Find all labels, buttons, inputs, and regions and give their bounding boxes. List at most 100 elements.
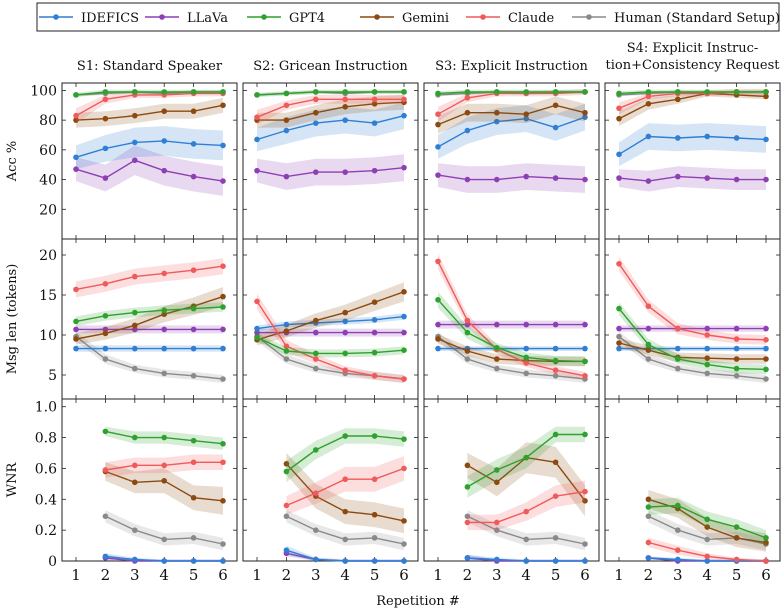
- x-tick-label: 3: [492, 566, 502, 584]
- series-line-gemini: [75, 295, 224, 340]
- column-title-2-line-1: S2: Gricean Instruction: [253, 59, 408, 74]
- point-llava-3: [313, 169, 319, 175]
- point-gemini-2: [283, 117, 290, 123]
- point-gpt4-4: [161, 307, 167, 314]
- point-gpt4-6: [220, 440, 226, 447]
- point-idefics-3: [313, 120, 319, 126]
- point-idefics-1: [435, 144, 441, 150]
- x-tick-label: 4: [340, 566, 350, 584]
- point-claude-3: [675, 325, 681, 332]
- series-line-gpt4: [618, 91, 766, 95]
- point-claude-1: [616, 261, 622, 267]
- point-gpt4-6: [401, 436, 407, 442]
- point-gemini-5: [552, 102, 559, 109]
- point-gemini-5: [190, 494, 197, 501]
- point-llava-2: [645, 325, 652, 332]
- band-gpt4: [619, 302, 766, 375]
- point-gpt4-5: [733, 89, 740, 95]
- y-tick-label: 0.4: [35, 492, 57, 508]
- point-gpt4-5: [371, 433, 378, 439]
- point-gpt4-5: [371, 89, 378, 95]
- point-claude-3: [132, 462, 138, 469]
- point-llava-4: [342, 169, 349, 175]
- band-llava: [619, 166, 766, 192]
- point-human-standard-setup-6: [220, 376, 226, 382]
- point-human-standard-setup-1: [616, 333, 622, 340]
- point-llava-1: [73, 166, 79, 172]
- point-idefics-6: [582, 558, 588, 564]
- point-idefics-3: [132, 345, 138, 352]
- point-gemini-4: [523, 111, 529, 117]
- series-line-gpt4: [437, 299, 586, 363]
- band-gpt4: [619, 89, 766, 96]
- point-claude-4: [342, 96, 349, 103]
- point-gemini-3: [313, 109, 319, 116]
- band-gpt4: [467, 426, 585, 498]
- point-human-standard-setup-5: [190, 535, 197, 541]
- point-gemini-6: [220, 498, 226, 504]
- point-idefics-6: [401, 313, 407, 320]
- point-gemini-4: [161, 311, 167, 318]
- x-tick-label: 3: [130, 566, 140, 584]
- point-idefics-6: [401, 558, 407, 564]
- point-claude-2: [464, 317, 471, 324]
- band-gemini: [76, 287, 223, 345]
- point-gemini-2: [464, 348, 471, 354]
- point-gemini-5: [190, 108, 197, 115]
- point-idefics-5: [371, 120, 378, 126]
- point-claude-2: [102, 281, 109, 287]
- y-tick-label: 60: [39, 143, 57, 159]
- x-tick-label: 2: [282, 566, 292, 584]
- point-gpt4-1: [435, 297, 441, 303]
- point-idefics-4: [161, 138, 167, 144]
- point-human-standard-setup-5: [552, 373, 559, 379]
- point-gemini-3: [675, 96, 681, 103]
- point-gemini-6: [763, 356, 769, 362]
- point-claude-5: [371, 96, 378, 103]
- band-claude: [257, 94, 404, 125]
- point-gemini-6: [220, 102, 226, 109]
- point-idefics-2: [283, 127, 290, 134]
- x-tick-label: 5: [189, 566, 199, 584]
- point-gemini-2: [645, 496, 652, 503]
- band-gemini: [619, 338, 766, 364]
- point-claude-5: [190, 267, 197, 274]
- point-llava-6: [582, 176, 588, 183]
- point-gemini-2: [283, 461, 290, 467]
- panel-r3-c4: 1 2 3 4 5 6: [604, 398, 781, 584]
- band-claude: [286, 456, 404, 515]
- point-llava-5: [733, 176, 740, 183]
- y-axis-label-row-1: Acc %: [5, 141, 20, 182]
- column-title-4-line-1: S4: Explicit Instruc-: [627, 41, 759, 56]
- point-gpt4-6: [220, 304, 226, 310]
- point-llava-2: [102, 326, 109, 333]
- y-tick-label: 20: [39, 202, 57, 218]
- series-line-llava: [437, 174, 586, 181]
- point-gpt4-5: [190, 437, 197, 444]
- band-gemini: [438, 96, 585, 134]
- point-idefics-4: [161, 558, 167, 564]
- point-idefics-5: [371, 558, 378, 564]
- point-gemini-6: [220, 293, 226, 300]
- x-tick-label: 3: [311, 566, 321, 584]
- point-idefics-3: [494, 556, 500, 563]
- point-gpt4-5: [552, 431, 559, 438]
- point-human-standard-setup-3: [494, 527, 500, 533]
- point-gemini-6: [582, 109, 588, 116]
- legend-label-gemini: Gemini: [402, 11, 449, 26]
- point-human-standard-setup-5: [733, 373, 740, 379]
- point-human-standard-setup-5: [190, 373, 197, 379]
- point-llava-2: [464, 176, 471, 183]
- point-human-standard-setup-6: [763, 376, 769, 382]
- point-llava-6: [401, 164, 407, 171]
- point-human-standard-setup-4: [342, 536, 349, 543]
- point-gpt4-3: [313, 89, 319, 95]
- x-tick-label: 3: [673, 566, 683, 584]
- column-title-1-line-1: S1: Standard Speaker: [77, 59, 223, 74]
- point-human-standard-setup-2: [102, 356, 109, 362]
- point-llava-1: [435, 172, 441, 178]
- panel-r2-c1: 5 10 15 20: [39, 238, 238, 400]
- point-gemini-6: [401, 289, 407, 295]
- point-gpt4-6: [582, 358, 588, 365]
